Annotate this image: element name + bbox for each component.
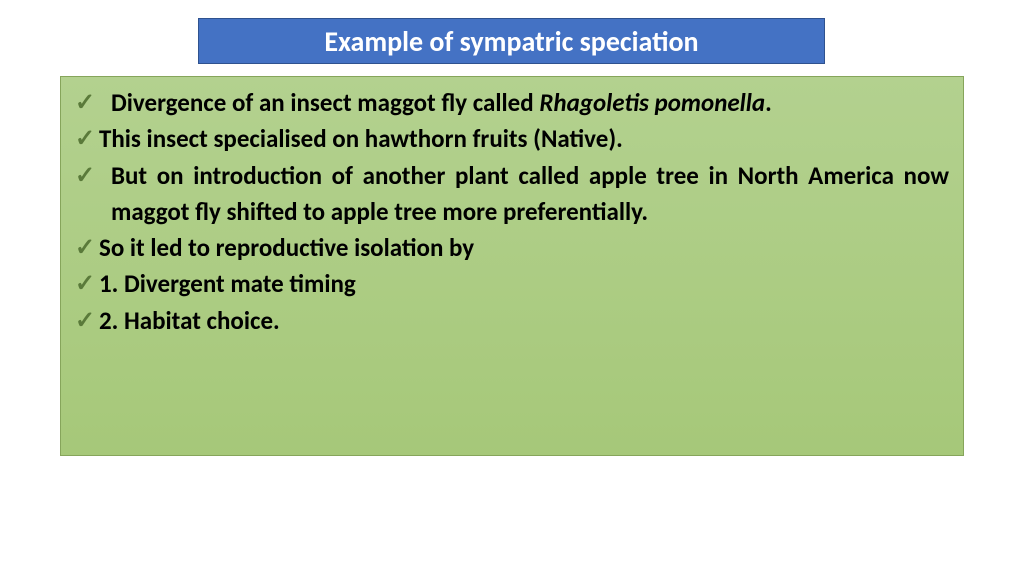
checkmark-icon: ✓ xyxy=(75,266,99,302)
bullet-item-1: ✓ Divergence of an insect maggot fly cal… xyxy=(75,85,949,121)
title-text: Example of sympatric speciation xyxy=(324,24,698,59)
content-box: ✓ Divergence of an insect maggot fly cal… xyxy=(60,76,964,456)
bullet-text-part: Divergence of an insect maggot fly calle… xyxy=(111,87,539,118)
bullet-text: 1. Divergent mate timing xyxy=(99,266,949,302)
checkmark-icon: ✓ xyxy=(75,303,99,339)
checkmark-icon: ✓ xyxy=(75,121,99,157)
bullet-text: This insect specialised on hawthorn frui… xyxy=(99,121,949,157)
checkmark-icon: ✓ xyxy=(75,85,99,121)
bullet-text: But on introduction of another plant cal… xyxy=(99,158,949,231)
checkmark-icon: ✓ xyxy=(75,230,99,266)
bullet-text-part: . xyxy=(765,87,772,118)
bullet-item-2: ✓ This insect specialised on hawthorn fr… xyxy=(75,121,949,157)
bullet-text: 2. Habitat choice. xyxy=(99,303,949,339)
bullet-text: So it led to reproductive isolation by xyxy=(99,230,949,266)
species-name: Rhagoletis pomonella xyxy=(539,87,765,118)
checkmark-icon: ✓ xyxy=(75,158,99,194)
title-box: Example of sympatric speciation xyxy=(198,18,825,64)
bullet-item-6: ✓ 2. Habitat choice. xyxy=(75,303,949,339)
bullet-item-5: ✓ 1. Divergent mate timing xyxy=(75,266,949,302)
bullet-text: Divergence of an insect maggot fly calle… xyxy=(99,85,949,121)
bullet-item-3: ✓ But on introduction of another plant c… xyxy=(75,158,949,231)
bullet-item-4: ✓ So it led to reproductive isolation by xyxy=(75,230,949,266)
